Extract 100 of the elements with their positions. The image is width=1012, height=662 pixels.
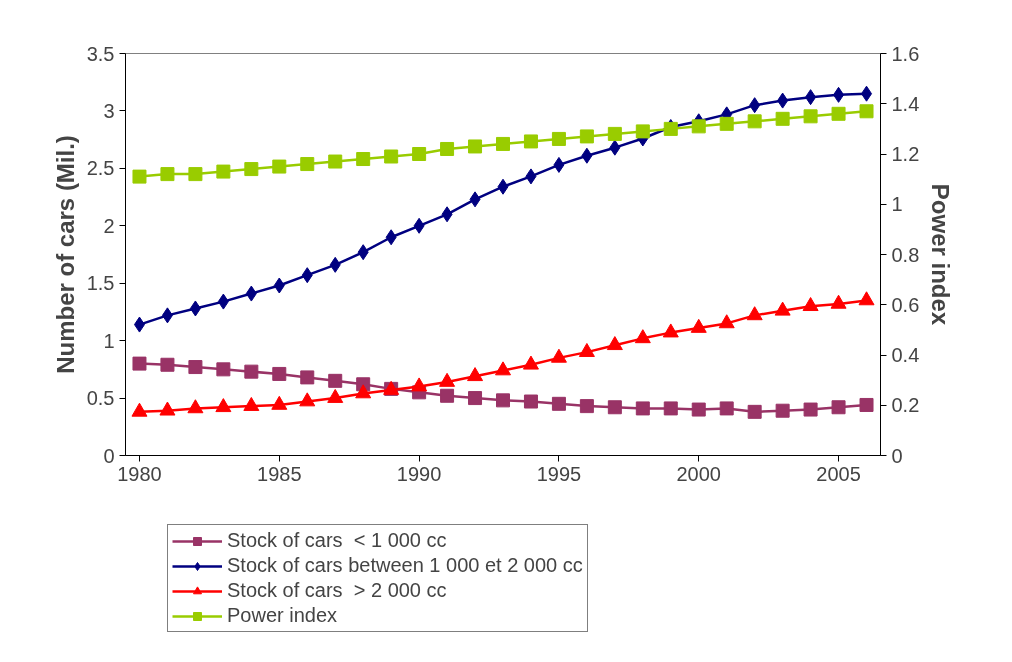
point: [272, 366, 287, 381]
point: [189, 300, 201, 317]
point: [662, 323, 679, 338]
point: [690, 318, 707, 333]
legend-label: Stock of cars between 1 000 et 2 000 cc: [227, 554, 583, 577]
point: [859, 104, 874, 119]
point: [691, 119, 706, 134]
y-tick-label: 0: [103, 444, 115, 467]
y2-tick-label: 1.2: [891, 143, 920, 165]
y2-tick-label: 1.6: [891, 42, 920, 65]
point: [188, 360, 203, 375]
point: [132, 356, 147, 371]
point: [523, 394, 538, 409]
point: [831, 400, 846, 415]
y2-tick-label: 1: [891, 193, 903, 216]
point: [440, 141, 455, 156]
point: [329, 256, 341, 273]
point: [355, 384, 372, 399]
point: [384, 149, 399, 164]
point: [440, 388, 455, 403]
point: [635, 124, 650, 139]
point: [413, 217, 425, 234]
point: [747, 114, 762, 129]
y-tick-label: 1: [103, 329, 115, 352]
point: [160, 167, 175, 182]
point: [217, 293, 229, 310]
point: [244, 162, 259, 177]
point: [300, 157, 315, 172]
y-tick-label: 2.5: [86, 157, 115, 180]
point: [775, 403, 790, 418]
y-axis-title: Number of cars (Mil.): [51, 135, 79, 374]
y2-tick-label: 0.8: [891, 243, 920, 266]
point: [243, 396, 260, 411]
x-tick-label: 1990: [396, 462, 442, 485]
point: [833, 86, 845, 103]
point: [551, 131, 566, 146]
point: [803, 109, 818, 124]
point: [803, 402, 818, 417]
point: [805, 89, 817, 106]
point: [468, 139, 483, 154]
point: [609, 139, 621, 156]
point: [830, 294, 847, 309]
y-tick-label: 1.5: [86, 272, 115, 295]
point: [300, 370, 315, 385]
point: [774, 301, 791, 316]
point: [244, 364, 259, 379]
legend-label: Stock of cars > 2 000 cc: [227, 579, 447, 602]
point: [802, 297, 819, 312]
point: [161, 307, 173, 324]
point: [550, 348, 567, 363]
point: [607, 126, 622, 141]
point: [271, 395, 288, 410]
point: [719, 116, 734, 131]
point: [495, 361, 511, 376]
point: [523, 134, 538, 149]
point: [356, 152, 371, 167]
y2-tick-label: 0.6: [891, 293, 920, 316]
y2-tick-label: 1.4: [891, 92, 920, 115]
x-tick-label: 1995: [536, 462, 582, 485]
y-tick-label: 2: [103, 214, 115, 237]
point: [133, 316, 145, 333]
point: [749, 97, 761, 114]
point: [132, 169, 147, 184]
point: [301, 267, 313, 284]
point: [188, 167, 203, 182]
point: [831, 106, 846, 121]
point: [691, 402, 706, 417]
point: [607, 400, 622, 415]
point: [215, 398, 232, 413]
x-tick-label: 2000: [676, 462, 721, 485]
point: [273, 277, 285, 294]
x-tick-label: 2005: [816, 462, 861, 485]
point: [606, 336, 623, 351]
point: [859, 397, 874, 412]
point: [131, 402, 148, 417]
point: [299, 392, 316, 407]
point: [441, 206, 453, 223]
point: [777, 92, 789, 109]
point: [412, 147, 427, 161]
y2-tick-label: 0.4: [891, 344, 920, 366]
point: [160, 357, 175, 372]
legend-label: Stock of cars < 1 000 cc: [227, 529, 447, 552]
point: [522, 355, 539, 370]
point: [578, 342, 595, 357]
point: [858, 291, 875, 306]
point: [718, 314, 735, 329]
point: [385, 229, 397, 246]
x-tick-label: 1985: [257, 462, 302, 485]
y-tick-label: 3: [103, 99, 115, 122]
point: [635, 401, 650, 416]
point: [245, 285, 257, 302]
legend-label: Power index: [227, 604, 338, 627]
x-tick-label: 1980: [117, 462, 162, 485]
point: [496, 393, 510, 408]
point: [719, 401, 734, 416]
y-tick-label: 3.5: [86, 42, 115, 65]
point: [327, 388, 344, 403]
point: [497, 178, 509, 195]
point: [469, 191, 481, 208]
point: [775, 111, 790, 126]
